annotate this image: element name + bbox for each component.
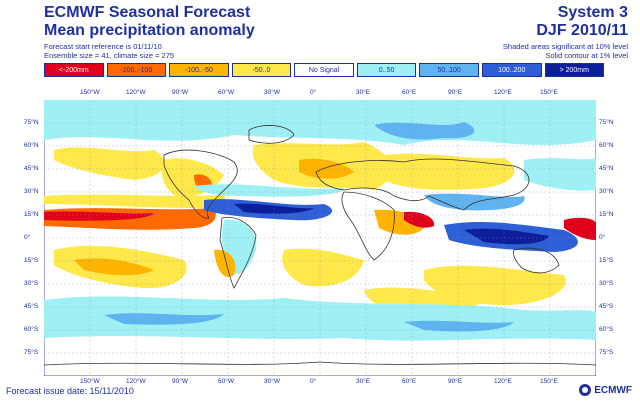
longitude-label: 90°W: [172, 378, 188, 385]
precipitation-anomaly-map: [44, 100, 596, 376]
legend-label: 0..50: [378, 66, 395, 74]
color-legend: <-200mm -200..-100 -100..-50 -50..0 No S…: [44, 63, 605, 79]
latitude-label: 45°N: [24, 165, 39, 172]
ecmwf-logo-text: ECMWF: [594, 384, 632, 396]
longitude-label: 30°E: [356, 89, 371, 96]
latitude-label: 15°N: [24, 211, 39, 218]
map-subtitle: Mean precipitation anomaly: [44, 22, 255, 39]
legend-item: -100..-50: [169, 63, 229, 77]
latitude-label: 30°S: [24, 280, 39, 287]
graticule: [44, 100, 596, 376]
issue-date: Forecast issue date: 15/11/2010: [6, 386, 134, 396]
period-label: DJF 2010/11: [536, 22, 628, 39]
legend-item: 0..50: [356, 63, 417, 77]
legend-item: -50..0: [231, 63, 292, 77]
map-title: ECMWF Seasonal Forecast: [44, 4, 251, 21]
latitude-label: 75°N: [24, 119, 39, 126]
longitude-label: 120°W: [126, 378, 146, 385]
legend-label: 50..100: [437, 66, 461, 74]
ensemble-size-text: Ensemble size = 41, climate size = 275: [44, 51, 175, 60]
latitude-label: 60°S: [24, 326, 39, 333]
latitude-label: 30°S: [599, 280, 614, 287]
longitude-label: 120°E: [494, 378, 512, 385]
latitude-label: 75°S: [24, 349, 39, 356]
legend-label: -200..-100: [120, 66, 153, 74]
legend-item: 100..200: [481, 63, 542, 77]
longitude-label: 90°E: [448, 378, 463, 385]
longitude-label: 60°W: [218, 378, 234, 385]
longitude-label: 30°W: [264, 89, 280, 96]
latitude-label: 60°N: [599, 142, 614, 149]
latitude-label: 0°: [599, 234, 606, 241]
latitude-label: 15°S: [24, 257, 39, 264]
system-label: System 3: [557, 4, 628, 21]
legend-item: 50..100: [419, 63, 479, 77]
latitude-label: 15°N: [599, 211, 614, 218]
longitude-label: 30°E: [356, 378, 371, 385]
ecmwf-logo: ECMWF: [579, 384, 632, 396]
latitude-label: 45°S: [599, 303, 614, 310]
significance-shaded-text: Shaded areas significant at 10% level: [502, 42, 628, 51]
latitude-label: 15°S: [599, 257, 614, 264]
longitude-label: 90°E: [448, 89, 463, 96]
longitude-label: 60°W: [218, 89, 234, 96]
longitude-label: 120°W: [126, 89, 146, 96]
longitude-label: 150°E: [540, 89, 558, 96]
legend-label: No Signal: [308, 66, 340, 74]
latitude-label: 75°N: [599, 119, 614, 126]
latitude-label: 45°S: [24, 303, 39, 310]
longitude-label: 30°W: [264, 378, 280, 385]
latitude-label: 60°N: [24, 142, 39, 149]
latitude-label: 30°N: [599, 188, 614, 195]
legend-label: <-200mm: [58, 66, 89, 74]
legend-item: No Signal: [294, 63, 354, 77]
latitude-label: 60°S: [599, 326, 614, 333]
longitude-label: 90°W: [172, 89, 188, 96]
legend-label: > 200mm: [559, 66, 589, 74]
legend-item: > 200mm: [544, 63, 605, 77]
legend-label: 100..200: [498, 66, 526, 74]
longitude-label: 150°E: [540, 378, 558, 385]
latitude-label: 0°: [24, 234, 31, 241]
legend-label: -50..0: [252, 66, 271, 74]
longitude-label: 120°E: [494, 89, 512, 96]
longitude-label: 60°E: [402, 378, 417, 385]
forecast-start-text: Forecast start reference is 01/11/10: [44, 42, 162, 51]
legend-label: -100..-50: [184, 66, 213, 74]
legend-item: -200..-100: [106, 63, 167, 77]
longitude-label: 0°: [310, 378, 317, 385]
longitude-label: 150°W: [80, 378, 100, 385]
significance-contour-text: Solid contour at 1% level: [545, 51, 628, 60]
legend-item: <-200mm: [44, 63, 104, 77]
latitude-label: 30°N: [24, 188, 39, 195]
ecmwf-logo-icon: [579, 384, 592, 396]
longitude-label: 150°W: [80, 89, 100, 96]
longitude-label: 60°E: [402, 89, 417, 96]
longitude-label: 0°: [310, 89, 317, 96]
latitude-label: 45°N: [599, 165, 614, 172]
latitude-label: 75°S: [599, 349, 614, 356]
